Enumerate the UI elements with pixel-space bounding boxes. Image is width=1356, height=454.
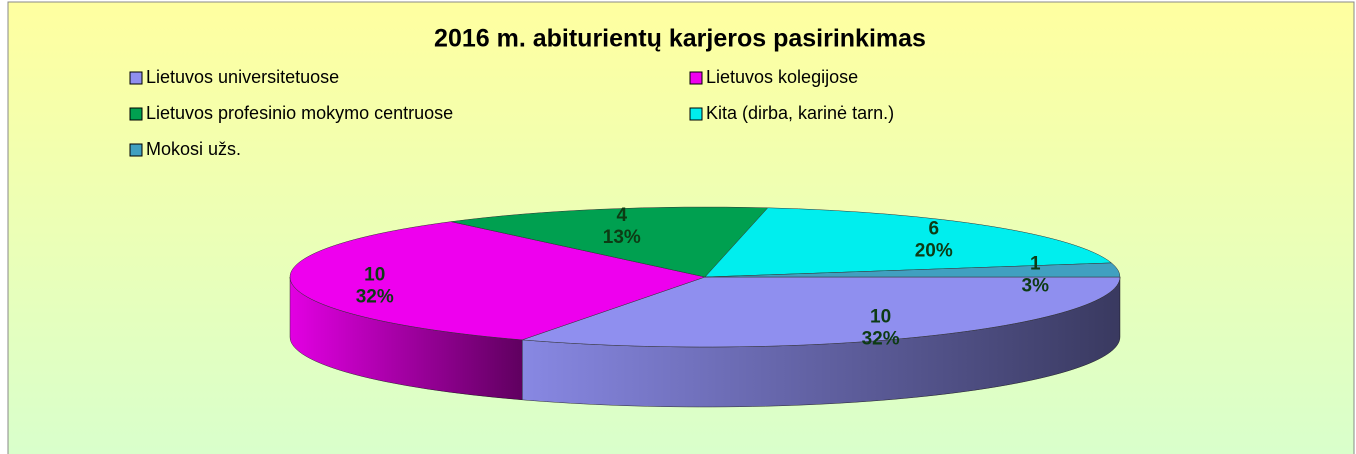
legend-swatch — [689, 107, 703, 121]
slice — [522, 276, 1121, 348]
data-label: 10 — [870, 307, 891, 328]
legend-label: Lietuvos universitetuose — [146, 67, 339, 87]
legend-swatch — [689, 71, 703, 85]
data-label: 6 — [928, 218, 939, 239]
data-label-percent: 3% — [1022, 275, 1050, 296]
legend-swatch — [129, 71, 143, 85]
data-label-percent: 32% — [356, 287, 394, 308]
data-label-percent: 20% — [915, 240, 953, 261]
legend-label: Lietuvos kolegijose — [706, 67, 858, 87]
legend-swatch — [129, 107, 143, 121]
data-label-percent: 32% — [862, 329, 900, 350]
data-label: 4 — [616, 205, 627, 226]
legend-label: Mokosi užs. — [146, 139, 241, 159]
legend-swatch — [129, 143, 143, 157]
slice — [289, 221, 706, 341]
slice-side-shade — [290, 277, 523, 400]
legend-label: Kita (dirba, karinė tarn.) — [706, 103, 894, 123]
data-label: 1 — [1030, 253, 1041, 274]
slice — [704, 207, 1113, 278]
slice — [704, 262, 1121, 278]
slice-side-shade — [522, 277, 1120, 407]
data-label: 10 — [364, 265, 385, 286]
chart-title: 2016 m. abiturientų karjeros pasirinkima… — [434, 25, 926, 53]
data-label-percent: 13% — [603, 227, 641, 248]
slice — [450, 206, 769, 278]
legend-label: Lietuvos profesinio mokymo centruose — [146, 103, 453, 123]
